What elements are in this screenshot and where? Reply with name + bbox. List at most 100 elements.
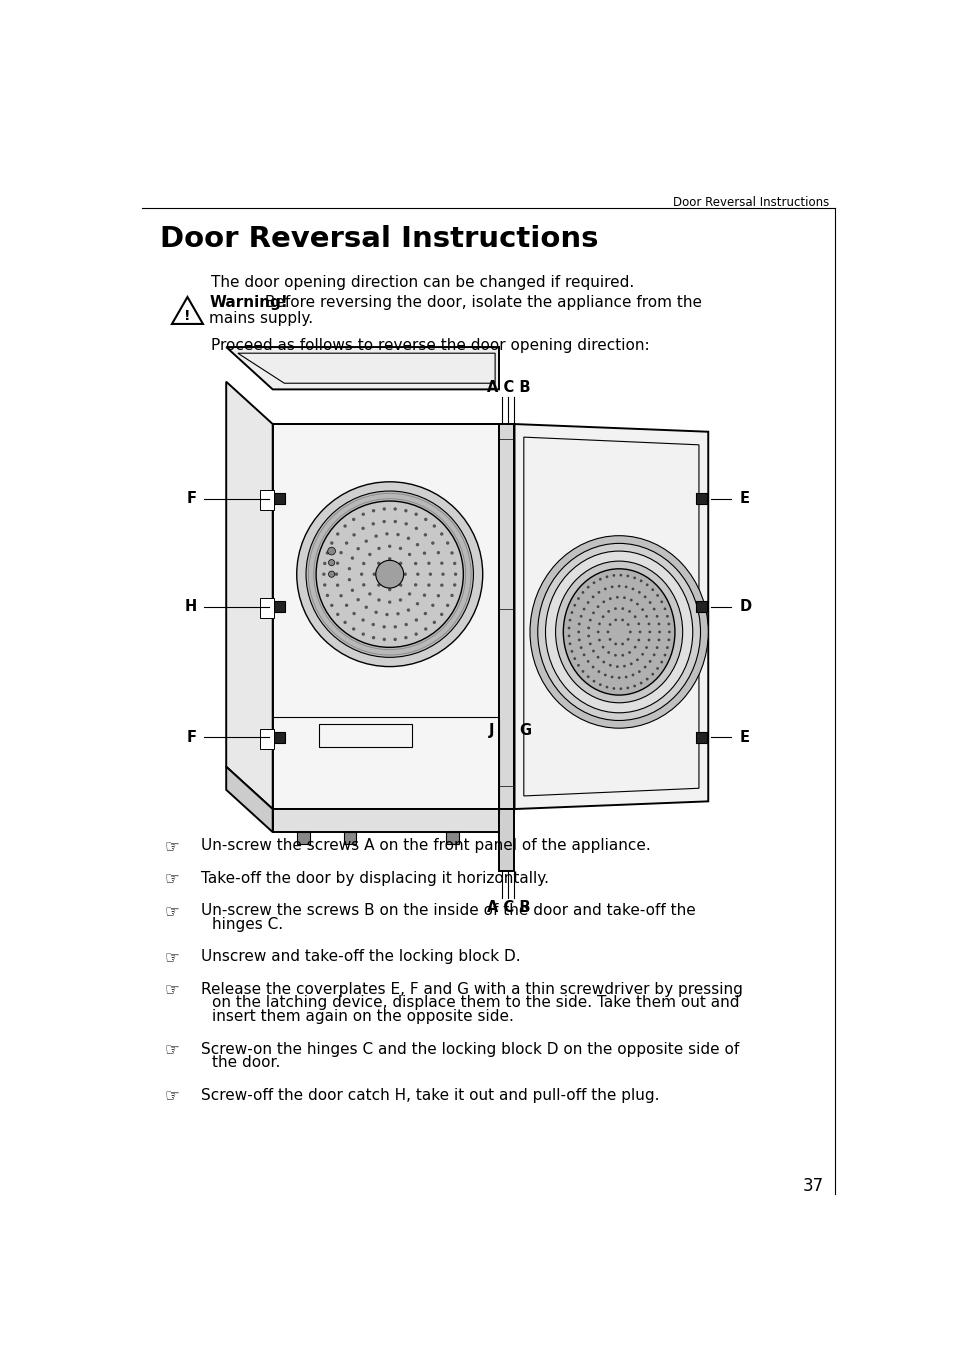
Bar bbox=[695, 493, 706, 504]
Circle shape bbox=[586, 602, 589, 604]
Circle shape bbox=[431, 603, 434, 607]
Circle shape bbox=[330, 541, 334, 545]
Text: H: H bbox=[184, 599, 196, 614]
Circle shape bbox=[414, 633, 417, 635]
Circle shape bbox=[640, 653, 643, 656]
Circle shape bbox=[612, 687, 615, 690]
Bar bbox=[274, 731, 285, 742]
Circle shape bbox=[335, 584, 339, 587]
Circle shape bbox=[659, 600, 662, 603]
Circle shape bbox=[638, 591, 640, 594]
Circle shape bbox=[414, 583, 417, 587]
Circle shape bbox=[587, 634, 589, 637]
Text: ☞: ☞ bbox=[164, 903, 179, 921]
Circle shape bbox=[361, 512, 365, 516]
Text: Warning!: Warning! bbox=[209, 296, 288, 311]
Circle shape bbox=[374, 534, 377, 538]
Circle shape bbox=[663, 607, 666, 610]
Circle shape bbox=[567, 634, 570, 637]
Text: ☞: ☞ bbox=[164, 838, 179, 856]
Circle shape bbox=[371, 522, 375, 526]
Circle shape bbox=[638, 630, 640, 633]
Polygon shape bbox=[514, 425, 707, 808]
Circle shape bbox=[347, 566, 351, 571]
Circle shape bbox=[441, 572, 444, 576]
Circle shape bbox=[620, 619, 623, 622]
Circle shape bbox=[597, 630, 599, 633]
Text: Un-screw the screws B on the inside of the door and take-off the: Un-screw the screws B on the inside of t… bbox=[200, 903, 695, 918]
Circle shape bbox=[376, 561, 380, 565]
Circle shape bbox=[454, 572, 456, 576]
Circle shape bbox=[597, 671, 599, 673]
Circle shape bbox=[393, 507, 396, 511]
Circle shape bbox=[588, 619, 591, 622]
Circle shape bbox=[626, 623, 629, 626]
Circle shape bbox=[578, 638, 580, 641]
Circle shape bbox=[601, 600, 604, 603]
Circle shape bbox=[453, 583, 456, 587]
Text: A C B: A C B bbox=[486, 380, 530, 395]
Circle shape bbox=[591, 665, 594, 668]
Text: 37: 37 bbox=[801, 1178, 822, 1195]
Circle shape bbox=[306, 491, 473, 657]
Circle shape bbox=[582, 607, 585, 611]
Ellipse shape bbox=[555, 561, 682, 703]
Circle shape bbox=[622, 665, 625, 668]
Circle shape bbox=[633, 684, 636, 687]
Circle shape bbox=[655, 646, 658, 649]
Circle shape bbox=[577, 664, 579, 667]
Circle shape bbox=[398, 546, 402, 550]
Circle shape bbox=[601, 615, 604, 618]
Circle shape bbox=[636, 658, 639, 661]
Circle shape bbox=[633, 646, 636, 649]
Circle shape bbox=[570, 650, 573, 653]
Circle shape bbox=[573, 657, 576, 660]
Text: E: E bbox=[739, 730, 748, 745]
Circle shape bbox=[404, 623, 408, 626]
Circle shape bbox=[439, 612, 443, 617]
Circle shape bbox=[362, 583, 365, 587]
Circle shape bbox=[352, 612, 355, 615]
Circle shape bbox=[445, 603, 449, 607]
Text: mains supply.: mains supply. bbox=[209, 311, 313, 326]
Text: F: F bbox=[187, 730, 196, 745]
Circle shape bbox=[614, 607, 617, 610]
Circle shape bbox=[376, 583, 380, 587]
Circle shape bbox=[667, 623, 670, 626]
Circle shape bbox=[388, 588, 391, 591]
Circle shape bbox=[351, 588, 354, 592]
Circle shape bbox=[657, 638, 659, 641]
Circle shape bbox=[368, 553, 371, 556]
Circle shape bbox=[598, 577, 601, 580]
Text: the door.: the door. bbox=[212, 1056, 280, 1071]
Ellipse shape bbox=[545, 552, 692, 713]
Circle shape bbox=[610, 676, 613, 679]
Circle shape bbox=[612, 575, 615, 577]
Polygon shape bbox=[226, 767, 273, 831]
Polygon shape bbox=[498, 808, 514, 871]
Circle shape bbox=[626, 638, 629, 641]
Text: Screw-on the hinges C and the locking block D on the opposite side of: Screw-on the hinges C and the locking bl… bbox=[200, 1041, 739, 1056]
Circle shape bbox=[423, 533, 427, 537]
Circle shape bbox=[608, 638, 611, 641]
Circle shape bbox=[422, 552, 426, 554]
Circle shape bbox=[607, 652, 609, 654]
Text: ☞: ☞ bbox=[164, 1088, 179, 1106]
Circle shape bbox=[362, 562, 365, 565]
Circle shape bbox=[591, 595, 594, 598]
Circle shape bbox=[408, 553, 411, 556]
Circle shape bbox=[352, 533, 355, 537]
Circle shape bbox=[628, 630, 631, 633]
Circle shape bbox=[385, 533, 388, 535]
Text: ☞: ☞ bbox=[164, 949, 179, 967]
Circle shape bbox=[627, 652, 630, 654]
Circle shape bbox=[579, 615, 582, 618]
Circle shape bbox=[296, 481, 482, 667]
Circle shape bbox=[603, 673, 606, 676]
Circle shape bbox=[610, 585, 613, 588]
Circle shape bbox=[388, 600, 391, 604]
Circle shape bbox=[586, 585, 589, 588]
Bar bbox=[273, 425, 498, 808]
Text: G: G bbox=[518, 723, 531, 738]
Circle shape bbox=[404, 522, 408, 526]
